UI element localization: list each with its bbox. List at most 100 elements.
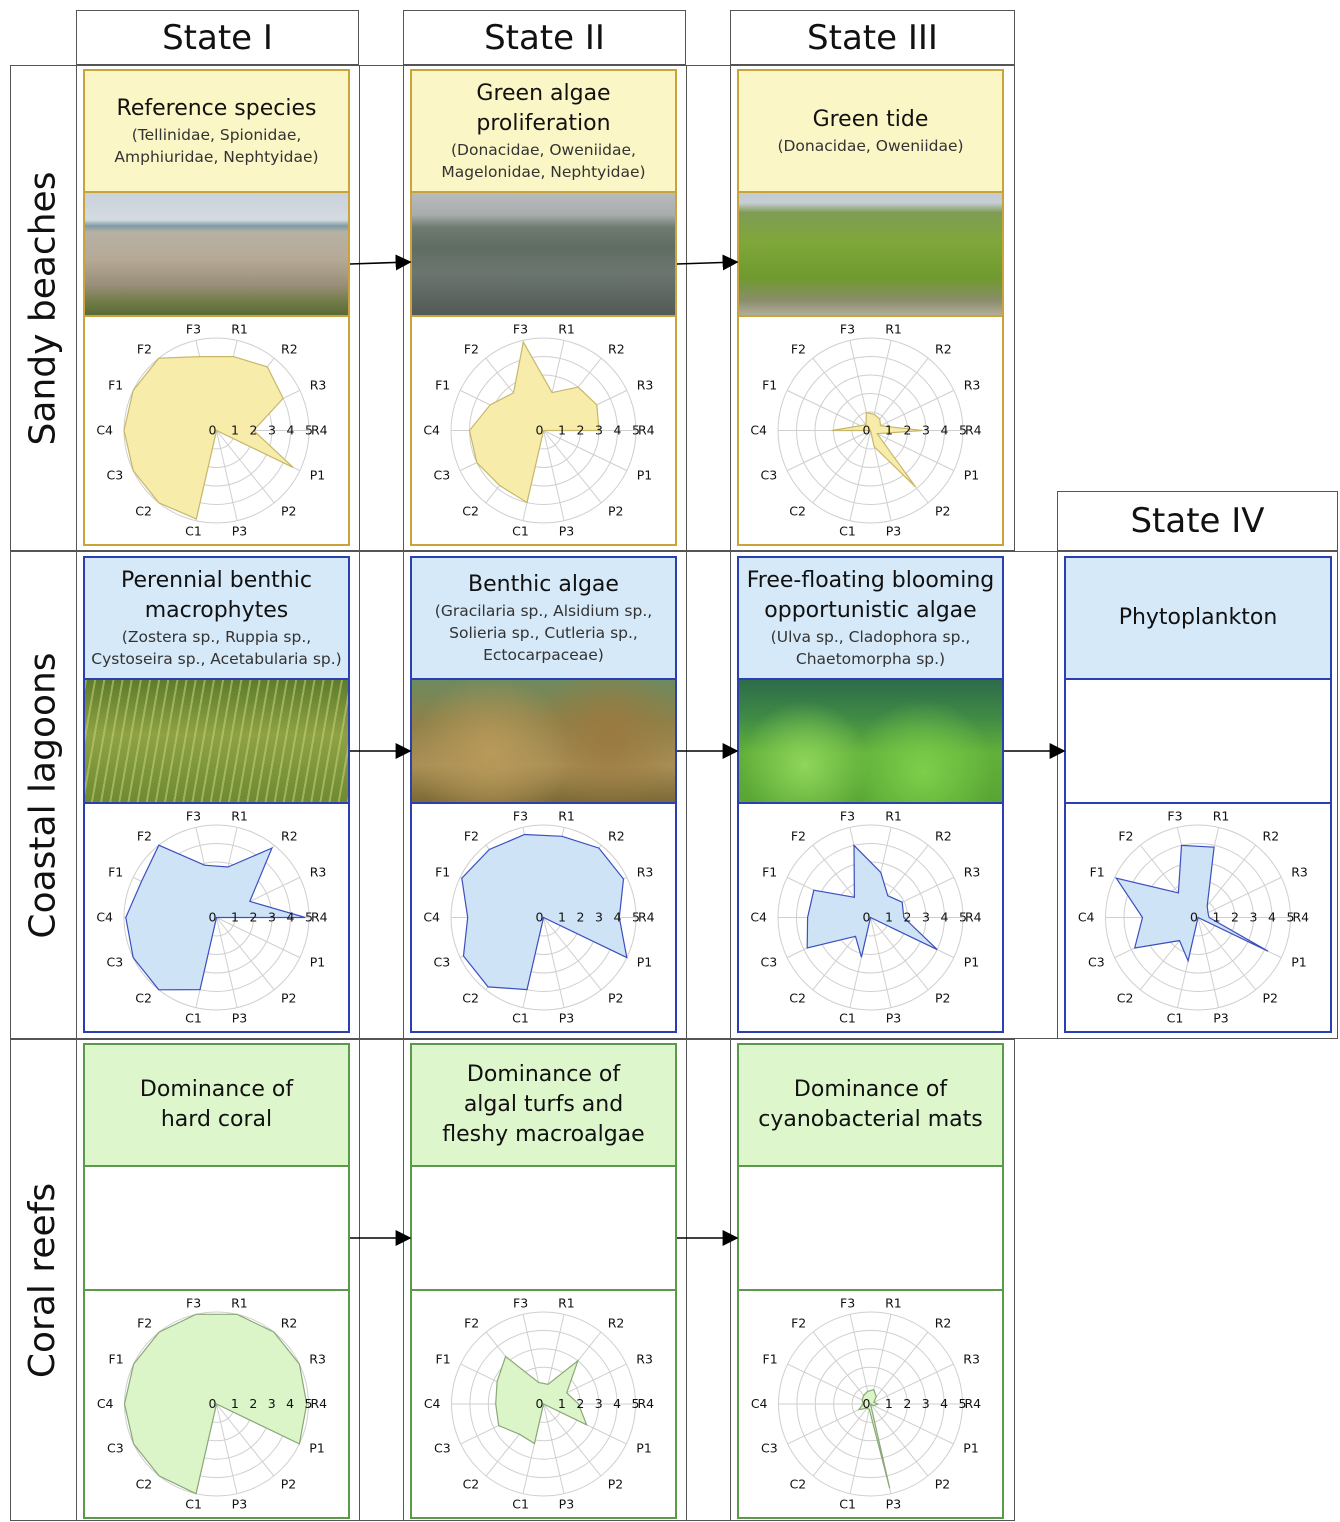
state-panel: Free-floating blooming opportunistic alg… bbox=[737, 556, 1004, 1033]
radar-axis-label: R4 bbox=[638, 423, 655, 438]
radar-ring-label: 0 bbox=[863, 423, 871, 438]
radar-axis-label: C2 bbox=[135, 503, 152, 518]
radar-axis-label: C2 bbox=[462, 503, 479, 518]
radar-axis-label: C3 bbox=[434, 1441, 451, 1456]
radar-area: 0 1 2 3 4 5 R1 R2 R3 R4 P1 P2 P3 C1 C2 C3 C4 F1 F2 F3 bbox=[739, 315, 1002, 544]
radar-axis-label: P2 bbox=[1263, 990, 1279, 1005]
radar-chart: 0 1 2 3 4 5 R1 R2 R3 R4 P1 P2 P3 C1 C2 C3 C4 F1 F2 F3 bbox=[424, 1296, 654, 1512]
radar-ring-label: 4 bbox=[614, 910, 622, 925]
radar-axis-label: R4 bbox=[311, 423, 328, 438]
radar-ring-label: 1 bbox=[231, 1396, 239, 1411]
radar-ring-label: 1 bbox=[231, 910, 239, 925]
radar-axis-label: C4 bbox=[423, 910, 440, 925]
radar-axis-label: R1 bbox=[885, 809, 902, 824]
radar-spoke bbox=[786, 430, 871, 472]
radar-axis-label: R3 bbox=[963, 1351, 980, 1366]
radar-axis-label: P1 bbox=[964, 467, 980, 482]
radar-area: 0 1 2 3 4 5 R1 R2 R3 R4 P1 P2 P3 C1 C2 C3 C4 F1 F2 F3 bbox=[739, 802, 1002, 1031]
radar-spoke bbox=[870, 430, 955, 472]
radar-axis-label: R4 bbox=[965, 423, 982, 438]
radar-axis-label: P3 bbox=[559, 523, 575, 538]
radar-axis-label: C3 bbox=[761, 1441, 778, 1456]
radar-polygon bbox=[1114, 844, 1269, 963]
radar-ring-label: 0 bbox=[536, 423, 544, 438]
radar-axis-label: R4 bbox=[638, 910, 655, 925]
radar-ring-label: 2 bbox=[903, 1396, 911, 1411]
radar-polygon bbox=[125, 844, 306, 991]
radar-axis-label: C3 bbox=[107, 1441, 124, 1456]
radar-axis-label: R2 bbox=[608, 342, 625, 357]
radar-spoke bbox=[870, 1363, 954, 1405]
radar-axis-label: F3 bbox=[186, 809, 201, 824]
radar-axis-label: F3 bbox=[840, 1296, 855, 1311]
radar-axis-label: F3 bbox=[513, 1296, 528, 1311]
radar-spoke bbox=[870, 357, 929, 431]
radar-area: 0 1 2 3 4 5 R1 R2 R3 R4 P1 P2 P3 C1 C2 C3 C4 F1 F2 F3 bbox=[412, 315, 675, 544]
radar-area: 0 1 2 3 4 5 R1 R2 R3 R4 P1 P2 P3 C1 C2 C3 C4 F1 F2 F3 bbox=[1066, 802, 1330, 1031]
radar-spoke bbox=[812, 430, 871, 504]
radar-axis-label: R2 bbox=[281, 342, 298, 357]
radar-ring-label: 4 bbox=[614, 423, 622, 438]
radar-axis-label: P1 bbox=[963, 1441, 979, 1456]
radar-axis-label: P3 bbox=[886, 523, 902, 538]
radar-spoke bbox=[786, 389, 871, 431]
state-title: Green tide bbox=[812, 107, 929, 132]
radar-ring-label: 3 bbox=[268, 910, 276, 925]
radar-ring-label: 3 bbox=[922, 910, 930, 925]
radar-axis-label: C1 bbox=[512, 1010, 529, 1025]
radar-grid bbox=[778, 1311, 963, 1497]
radar-ring-label: 4 bbox=[287, 910, 295, 925]
state-subtitle: (Tellinidae, Spionidae, Amphiuridae, Nep… bbox=[114, 126, 319, 166]
radar-ring-label: 1 bbox=[558, 423, 566, 438]
radar-ring-label: 2 bbox=[577, 423, 585, 438]
radar-axis-label: F2 bbox=[791, 829, 806, 844]
radar-spoke bbox=[1197, 917, 1220, 1008]
radar-area: 0 1 2 3 4 5 R1 R2 R3 R4 P1 P2 P3 C1 C2 C3 C4 F1 F2 F3 bbox=[739, 1289, 1002, 1517]
radar-axis-label: R3 bbox=[1291, 865, 1308, 880]
radar-axis-label: R3 bbox=[637, 865, 654, 880]
radar-axis-label: C4 bbox=[1078, 910, 1095, 925]
radar-ring-label: 4 bbox=[286, 1396, 294, 1411]
row-frame-coral-reefs bbox=[10, 1039, 1015, 1521]
column-header-label: State III bbox=[807, 17, 938, 58]
radar-area: 0 1 2 3 4 5 R1 R2 R3 R4 P1 P2 P3 C1 C2 C3 C4 F1 F2 F3 bbox=[85, 315, 348, 544]
state-panel: Green tide (Donacidae, Oweniidae) 0 1 2 3 4 5 R1… bbox=[737, 69, 1004, 546]
radar-polygon bbox=[461, 833, 628, 991]
row-label-text: Coral reefs bbox=[22, 1182, 64, 1378]
radar-axis-label: C4 bbox=[97, 1396, 114, 1411]
radar-ring-label: 3 bbox=[595, 910, 603, 925]
state-panel: Dominance of cyanobacterial mats 0 1 2 3 4 5 R1… bbox=[737, 1043, 1004, 1519]
column-header-state-1: State I bbox=[76, 10, 359, 65]
radar-spoke bbox=[216, 1403, 275, 1477]
radar-ring-label: 5 bbox=[305, 423, 313, 438]
radar-axis-label: C3 bbox=[761, 954, 778, 969]
column-header-state-4: State IV bbox=[1057, 491, 1338, 551]
radar-spoke bbox=[870, 917, 929, 991]
radar-axis-label: R3 bbox=[637, 378, 654, 393]
radar-axis-label: R1 bbox=[558, 322, 575, 337]
radar-ring-label: 0 bbox=[209, 423, 217, 438]
radar-axis-label: C3 bbox=[434, 954, 451, 969]
radar-axis-label: R2 bbox=[281, 829, 298, 844]
radar-polygon bbox=[123, 1313, 308, 1495]
state-title-box: Dominance of cyanobacterial mats bbox=[739, 1045, 1002, 1167]
column-divider bbox=[730, 65, 731, 1521]
radar-axis-label: P2 bbox=[935, 1477, 951, 1492]
radar-axis-label: C1 bbox=[185, 523, 202, 538]
radar-axis-label: F1 bbox=[435, 378, 450, 393]
photo-area bbox=[1066, 680, 1330, 804]
radar-axis-label: R1 bbox=[231, 1296, 248, 1311]
radar-ring-label: 2 bbox=[904, 423, 912, 438]
state-subtitle: (Ulva sp., Cladophora sp., Chaetomorpha … bbox=[770, 628, 971, 668]
column-header-label: State II bbox=[484, 17, 605, 58]
radar-axis-label: R3 bbox=[310, 865, 327, 880]
radar-axis-label: F1 bbox=[108, 865, 123, 880]
row-label-sandy-beaches: Sandy beaches bbox=[10, 65, 76, 551]
radar-axis-label: R1 bbox=[558, 809, 575, 824]
radar-axis-label: R2 bbox=[608, 829, 625, 844]
state-title: Phytoplankton bbox=[1118, 605, 1278, 630]
radar-spoke bbox=[543, 917, 602, 991]
radar-spoke bbox=[849, 430, 871, 521]
radar-axis-label: R1 bbox=[885, 322, 902, 337]
radar-polygon bbox=[468, 340, 600, 504]
